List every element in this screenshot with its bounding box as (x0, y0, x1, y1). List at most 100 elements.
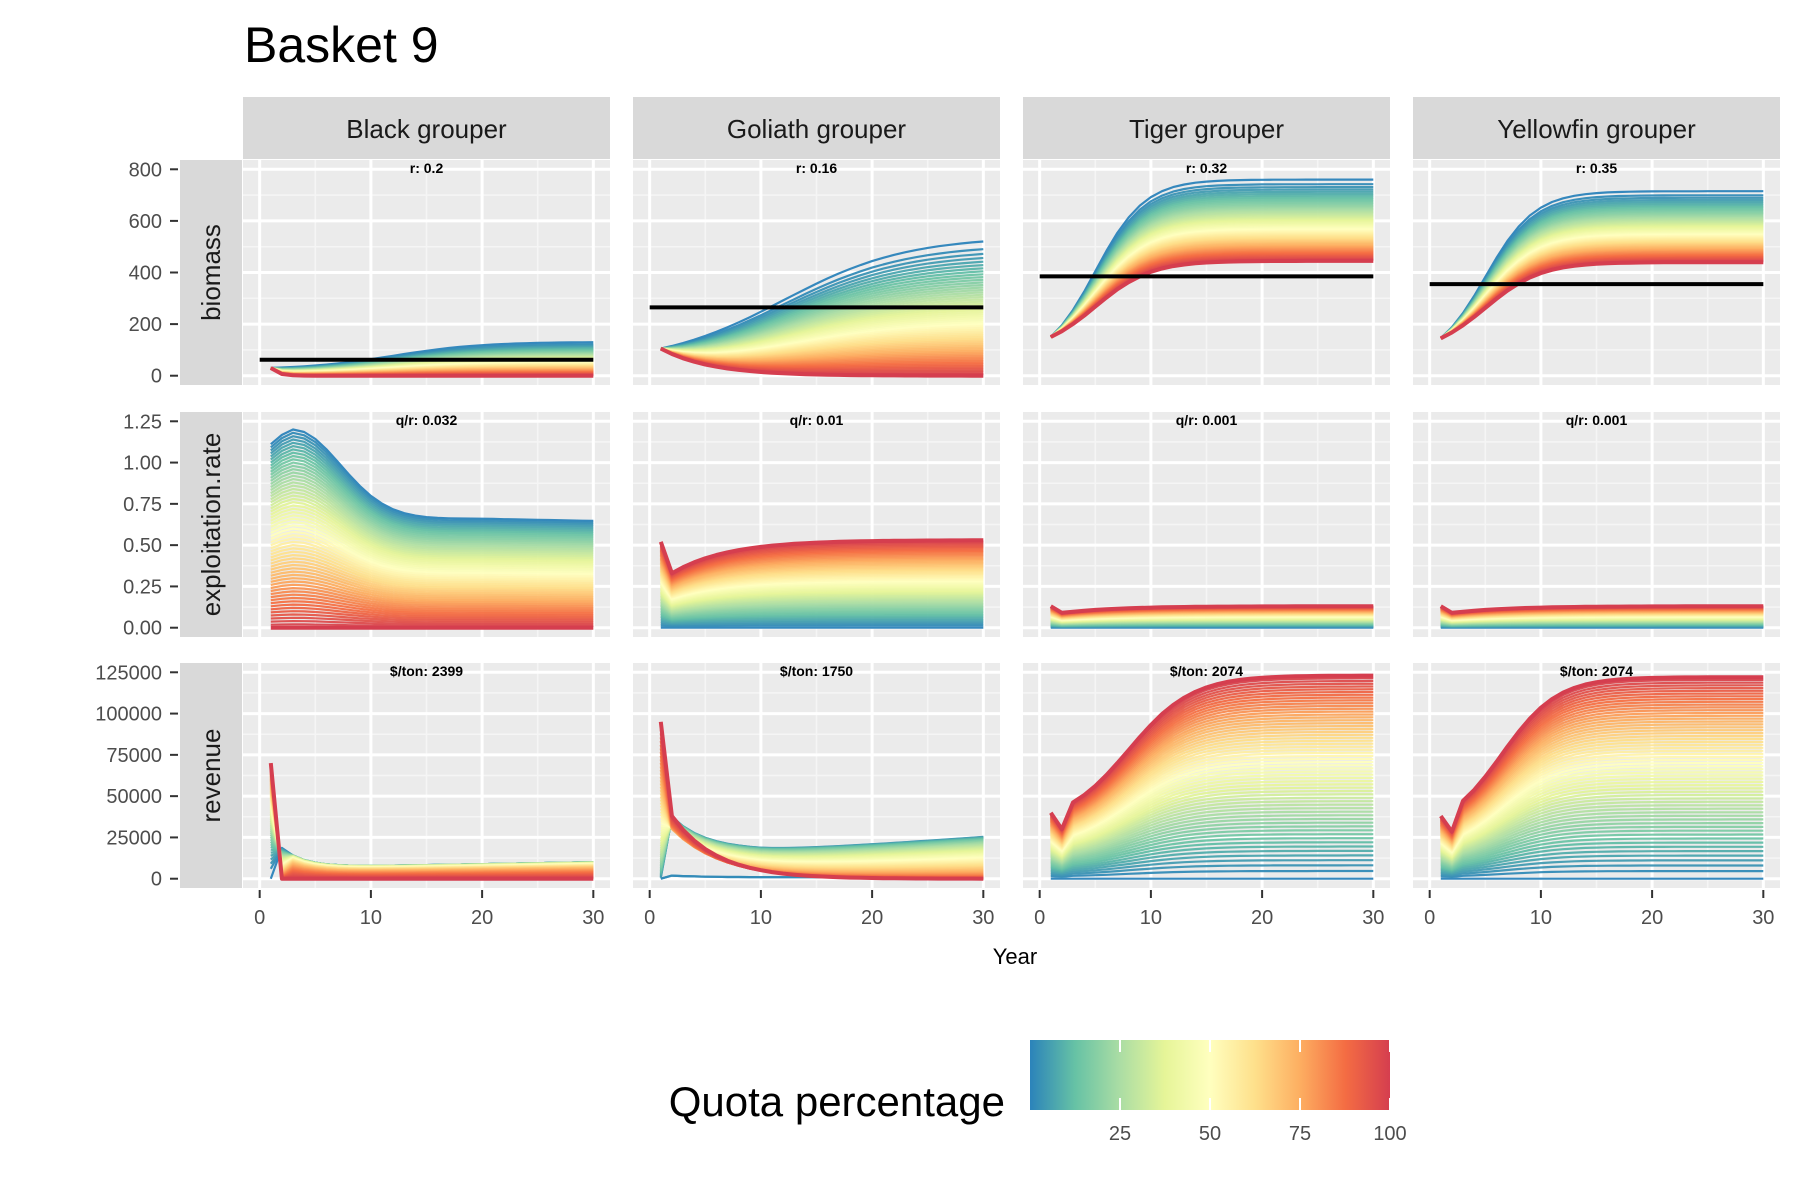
series-line (1050, 736, 1374, 846)
series-line (1440, 807, 1764, 864)
x-tick-label: 0 (1424, 907, 1435, 929)
row-strip-label: exploitation.rate (196, 433, 226, 617)
facet-strip-1 (243, 97, 610, 159)
series-line (1050, 178, 1374, 338)
series-line (1439, 604, 1764, 615)
facet-strip-label: Goliath grouper (727, 114, 907, 144)
series-line (659, 579, 984, 600)
y-tick-label: 125000 (95, 662, 162, 684)
panel-annotation: $/ton: 2074 (1560, 663, 1633, 679)
series-line (1050, 869, 1374, 878)
series-line (1049, 673, 1374, 832)
series-line (660, 601, 984, 614)
series-line (1050, 751, 1374, 850)
series-line (659, 585, 984, 604)
series-line (660, 606, 984, 617)
series-line (270, 596, 594, 613)
series-line (270, 577, 594, 603)
series-line (270, 428, 594, 522)
facet-strip-label: Tiger grouper (1129, 114, 1284, 144)
series-line (270, 448, 594, 533)
series-line (270, 445, 594, 531)
facet-strip-4 (1413, 97, 1780, 159)
series-line (270, 573, 594, 601)
chart-title: Basket 9 (244, 17, 439, 73)
series-line (270, 560, 594, 594)
x-tick-label: 0 (254, 907, 265, 929)
series-line (270, 550, 594, 588)
series-line (660, 615, 984, 623)
series-line (270, 613, 594, 622)
series-line (1439, 675, 1764, 834)
panel-annotation: $/ton: 2399 (390, 663, 463, 679)
x-tick-label: 30 (972, 907, 994, 929)
series-line (1440, 731, 1764, 846)
series-line (1439, 717, 1764, 843)
series-line (270, 464, 594, 542)
series-line (1050, 849, 1374, 874)
series-line (1050, 770, 1374, 854)
series-line (660, 595, 984, 610)
series-line (270, 471, 594, 546)
series-line (1050, 773, 1374, 855)
series-line (270, 497, 594, 560)
series-line (1440, 190, 1764, 340)
y-tick-label: 0.00 (123, 618, 162, 640)
series-line (1440, 737, 1764, 848)
panel-1-1: r: 0.2 (243, 160, 610, 385)
series-line (1049, 710, 1374, 840)
series-line (270, 468, 594, 544)
facet-strip-2 (633, 97, 1000, 159)
series-line (1440, 825, 1764, 868)
series-line (270, 501, 594, 562)
x-tick-label: 10 (1530, 907, 1552, 929)
series-line (1440, 774, 1764, 856)
series-line (1050, 757, 1374, 851)
y-tick-label: 0.50 (123, 535, 162, 557)
series-line (1440, 768, 1764, 855)
x-tick-label: 20 (471, 907, 493, 929)
series-line (1440, 814, 1764, 866)
series-line (1440, 804, 1764, 863)
series-line (1440, 841, 1764, 872)
series-line (660, 609, 984, 618)
series-line (270, 514, 594, 569)
series-line (1050, 783, 1374, 857)
series-line (270, 586, 594, 608)
series-line (270, 616, 594, 624)
panel-2-3: q/r: 0.001 (1023, 412, 1390, 637)
series-line (270, 580, 594, 604)
x-tick-label: 30 (1752, 907, 1774, 929)
series-line (660, 599, 984, 613)
x-tick-label: 10 (360, 907, 382, 929)
series-line (660, 612, 984, 620)
series-line (1440, 811, 1764, 865)
series-line (1050, 845, 1374, 873)
panel-3-1: $/ton: 2399 (243, 663, 610, 888)
series-line (1049, 604, 1374, 615)
row-strip-label: biomass (196, 224, 226, 321)
series-line (270, 527, 594, 576)
panel-2-1: q/r: 0.032 (243, 412, 610, 637)
series-line (270, 478, 594, 549)
series-line (1050, 864, 1374, 877)
series-line (1050, 803, 1374, 862)
series-line (1440, 854, 1764, 875)
legend-tick-label: 50 (1199, 1123, 1221, 1145)
series-line (270, 567, 594, 597)
series-line (270, 491, 594, 556)
y-tick-label: 100000 (95, 704, 162, 726)
series-line (659, 592, 984, 608)
series-line (1050, 776, 1374, 856)
x-tick-label: 0 (1034, 907, 1045, 929)
row-strip-1 (180, 160, 242, 385)
series-line (659, 582, 984, 602)
series-line (270, 494, 594, 558)
series-line (660, 610, 984, 619)
series-line (1050, 814, 1374, 865)
series-line (269, 366, 594, 378)
series-line (1050, 748, 1374, 849)
series-line (1050, 764, 1374, 853)
legend-tick-label: 25 (1109, 1123, 1131, 1145)
